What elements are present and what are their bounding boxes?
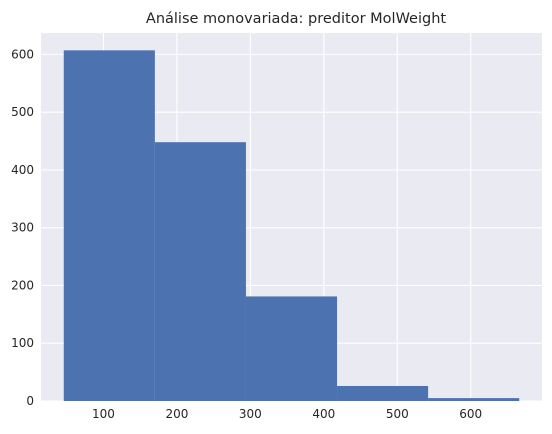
x-tick-label: 100: [92, 407, 115, 421]
y-tick-label: 200: [11, 278, 34, 292]
y-tick-label: 400: [11, 163, 34, 177]
histogram-bar: [428, 398, 520, 401]
x-tick-label: 200: [165, 407, 188, 421]
y-tick-label: 500: [11, 105, 34, 119]
y-tick-label: 0: [26, 394, 34, 408]
x-axis-ticks: 100 200 300 400 500 600: [92, 407, 482, 421]
y-tick-label: 600: [11, 47, 34, 61]
y-tick-label: 100: [11, 336, 34, 350]
histogram-bar: [63, 50, 155, 402]
x-tick-label: 600: [459, 407, 482, 421]
x-tick-label: 300: [239, 407, 262, 421]
x-tick-label: 500: [386, 407, 409, 421]
histogram-bar: [245, 296, 338, 401]
y-tick-label: 300: [11, 221, 34, 235]
x-tick-label: 400: [312, 407, 335, 421]
y-axis-ticks: 0 100 200 300 400 500 600: [11, 47, 34, 408]
chart-title: Análise monovariada: preditor MolWeight: [146, 11, 446, 27]
bars: [63, 50, 520, 402]
histogram-bar: [154, 142, 246, 401]
histogram-bar: [337, 385, 429, 401]
